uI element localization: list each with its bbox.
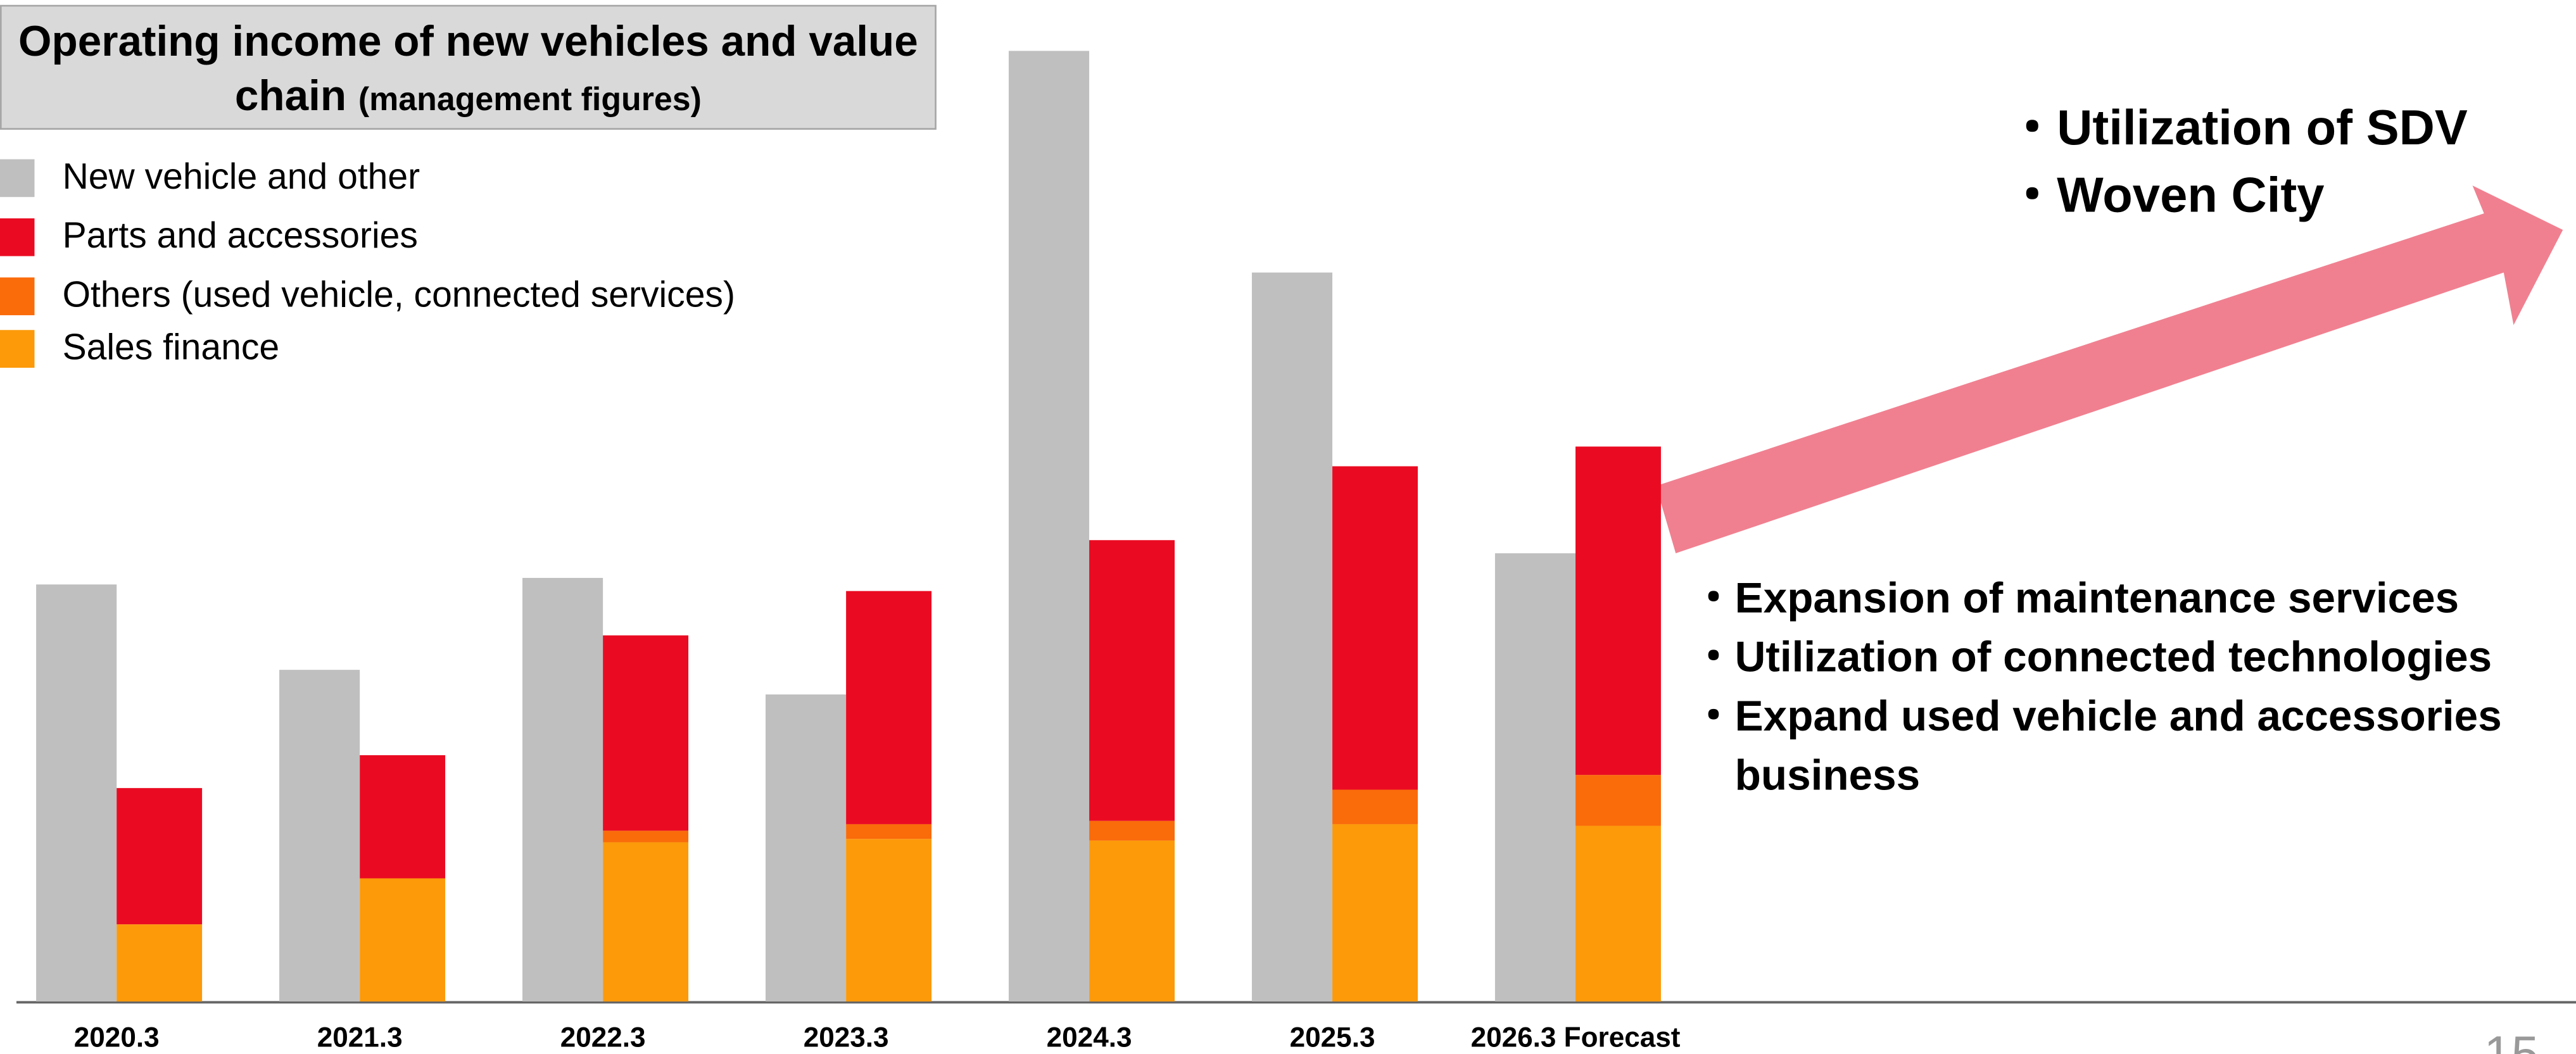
title-box: Operating income of new vehicles and val… [0, 4, 937, 130]
x-tick-label: 2024.3 [1047, 1022, 1132, 1053]
bar-segment [1089, 540, 1175, 821]
bar-segment [1089, 820, 1175, 841]
x-tick-label: 2023.3 [804, 1022, 889, 1053]
bar-segment [117, 787, 203, 925]
annotation: ・Utilization of SDV [2007, 101, 2468, 156]
x-tick-label: 2021.3 [317, 1022, 403, 1053]
x-tick-label: 2022.3 [560, 1022, 646, 1053]
x-tick-label: 2020.3 [74, 1022, 160, 1053]
bar-segment [846, 591, 932, 824]
bar [1494, 553, 1576, 1002]
annotation-bottom: ・Expansion of maintenance services ・Util… [1692, 568, 2576, 804]
chart-title: Operating income of new vehicles and val… [18, 16, 918, 120]
bar-segment [846, 824, 932, 839]
bar-segment [360, 755, 446, 879]
bar-segment [603, 831, 689, 843]
x-tick-label: 2025.3 [1290, 1022, 1375, 1053]
bar [36, 584, 117, 1002]
chart-subtitle: (management figures) [358, 82, 702, 118]
annotation: ・Woven City [2007, 169, 2325, 223]
page-number: 15 [2484, 1027, 2539, 1054]
legend-label: New vehicle and other [63, 156, 420, 197]
bar-segment [1575, 446, 1661, 775]
bar-segment [846, 839, 932, 1002]
bar-segment [1089, 840, 1175, 1002]
annotation-top: ・Utilization of SDV ・Woven City [2007, 95, 2467, 230]
annotation: ・Expand used vehicle and accessories bus… [1692, 691, 2502, 800]
legend-label: Sales finance [63, 327, 280, 367]
annotation: ・Expansion of maintenance services [1692, 573, 2459, 622]
bar [765, 694, 847, 1002]
bar [522, 577, 603, 1002]
bar-segment [1332, 789, 1418, 824]
bar-segment [603, 635, 689, 831]
annotation: ・Utilization of connected technologies [1692, 632, 2492, 682]
x-tick-label: 2026.3 Forecast [1471, 1022, 1681, 1053]
legend-swatch [0, 330, 35, 368]
legend-label: Parts and accessories [63, 215, 418, 256]
bar-segment [1332, 466, 1418, 790]
bar-segment [603, 842, 689, 1002]
bar-segment [360, 878, 446, 1002]
bar-segment [1575, 775, 1661, 826]
bar [1008, 51, 1090, 1002]
bar [1251, 272, 1333, 1002]
legend-swatch [0, 159, 35, 198]
arrow [1656, 185, 2563, 554]
bar-segment [1575, 825, 1661, 1002]
legend-swatch [0, 277, 35, 315]
bar-segment [117, 924, 203, 1002]
legend-swatch [0, 218, 35, 256]
bar [279, 670, 360, 1002]
bar-segment [1332, 824, 1418, 1002]
legend-label: Others (used vehicle, connected services… [63, 275, 735, 315]
